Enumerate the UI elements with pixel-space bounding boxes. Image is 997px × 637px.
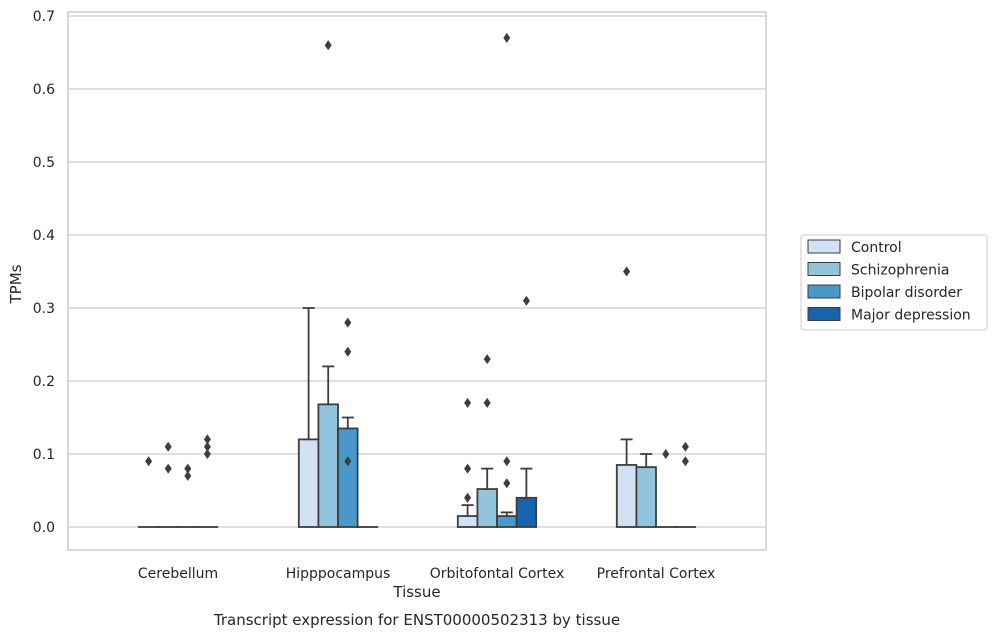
y-tick-label: 0.0 — [33, 520, 55, 536]
outlier-point — [662, 449, 670, 459]
outlier-point — [344, 317, 352, 328]
outlier-point — [145, 456, 153, 467]
outlier-point — [623, 266, 631, 277]
outlier-point — [464, 397, 472, 408]
chart-caption: Transcript expression for ENST0000050231… — [213, 611, 620, 629]
bar-schizophrenia-hipppocampus — [317, 403, 339, 528]
bar-schizophrenia-orbitofontal-cortex — [476, 488, 498, 528]
bar-schizophrenia-prefrontal-cortex — [635, 466, 657, 528]
bar-control-orbitofontal-cortex — [456, 515, 479, 528]
y-axis-title: TPMs — [7, 264, 25, 304]
outliers-layer — [145, 32, 689, 503]
x-tick-label-prefrontal-cortex: Prefrontal Cortex — [597, 566, 716, 582]
y-tick-label: 0.6 — [33, 82, 55, 98]
bar-control-prefrontal-cortex — [615, 464, 638, 528]
outlier-point — [503, 456, 511, 467]
bar-bipolar-disorder-hipppocampus — [337, 427, 359, 528]
plot-frame — [67, 11, 767, 551]
outlier-point — [164, 463, 172, 474]
outlier-point — [681, 441, 689, 452]
legend-label-major-depression: Major depression — [851, 308, 971, 324]
legend-swatch-control — [807, 239, 841, 254]
outlier-point — [483, 354, 491, 365]
outlier-point — [324, 40, 332, 51]
legend-swatch-bipolar-disorder — [807, 284, 841, 299]
x-tick-label-hipppocampus: Hipppocampus — [286, 566, 391, 582]
outlier-point — [184, 463, 192, 474]
outlier-point — [344, 346, 352, 357]
y-tick-labels: 0.0 0.1 0.2 0.3 0.4 0.5 0.6 0.7 — [33, 9, 55, 536]
y-tick-label: 0.3 — [33, 301, 55, 317]
x-tick-label-cerebellum: Cerebellum — [138, 566, 218, 582]
bar-major-depression-orbitofontal-cortex — [515, 496, 538, 528]
y-tick-label: 0.2 — [33, 374, 55, 390]
legend-frame — [800, 234, 988, 331]
x-axis-title: Tissue — [392, 583, 440, 601]
outlier-point — [203, 434, 211, 445]
outlier-point — [503, 478, 511, 489]
y-tick-label: 0.1 — [33, 447, 55, 463]
legend-swatch-schizophrenia — [807, 262, 841, 276]
bar-bipolar-disorder-orbitofontal-cortex — [496, 515, 518, 528]
outlier-point — [203, 441, 211, 452]
legend-label-schizophrenia: Schizophrenia — [851, 263, 949, 279]
legend-swatch-major-depression — [807, 307, 841, 321]
grid-layer — [68, 15, 766, 528]
bars-layer — [137, 403, 697, 528]
outlier-point — [464, 463, 472, 474]
legend: Control Schizophrenia Bipolar disorder Majo… — [800, 234, 988, 331]
bar-control-hipppocampus — [297, 438, 320, 528]
y-tick-label: 0.5 — [33, 155, 55, 171]
outlier-point — [503, 32, 511, 43]
x-tick-label-orbitofontal-cortex: Orbitofontal Cortex — [430, 566, 565, 582]
outlier-point — [203, 449, 211, 459]
outlier-point — [164, 441, 172, 452]
y-tick-label: 0.4 — [33, 228, 55, 244]
errors-layer — [302, 307, 653, 517]
legend-label-bipolar-disorder: Bipolar disorder — [851, 285, 962, 301]
outlier-point — [681, 456, 689, 467]
outlier-point — [184, 470, 192, 481]
outlier-point — [464, 492, 472, 503]
outlier-point — [522, 295, 530, 306]
x-tick-labels: Cerebellum Hipppocampus Orbitofontal Corte… — [138, 566, 715, 582]
outlier-point — [344, 456, 352, 467]
y-tick-label: 0.7 — [33, 9, 55, 25]
outlier-point — [483, 397, 491, 408]
legend-label-control: Control — [851, 240, 902, 256]
legend-items: Control Schizophrenia Bipolar disorder Majo… — [807, 239, 971, 324]
